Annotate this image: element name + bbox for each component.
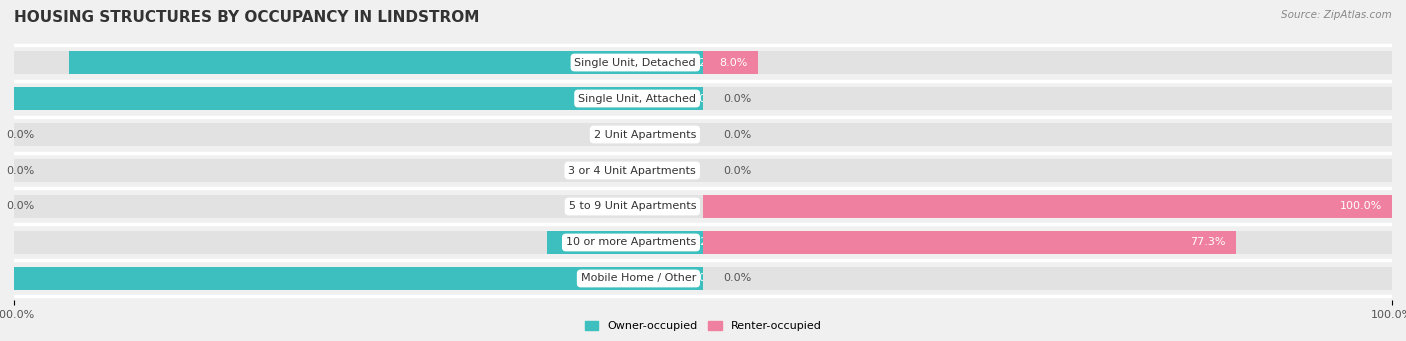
Text: 0.0%: 0.0%	[724, 130, 752, 139]
Text: 100.0%: 100.0%	[693, 93, 735, 104]
Legend: Owner-occupied, Renter-occupied: Owner-occupied, Renter-occupied	[581, 316, 825, 336]
Bar	[14, 87, 703, 110]
Bar	[69, 51, 703, 74]
Bar	[547, 231, 703, 254]
Bar	[703, 195, 1392, 218]
Bar	[703, 231, 1392, 254]
Bar	[14, 267, 703, 290]
Text: 5 to 9 Unit Apartments: 5 to 9 Unit Apartments	[568, 202, 696, 211]
Text: 0.0%: 0.0%	[7, 165, 35, 176]
Text: 77.3%: 77.3%	[1189, 237, 1225, 248]
Text: 8.0%: 8.0%	[720, 58, 748, 68]
Text: 0.0%: 0.0%	[724, 165, 752, 176]
Text: 92.0%: 92.0%	[693, 58, 728, 68]
Text: 0.0%: 0.0%	[7, 130, 35, 139]
Bar	[703, 195, 1392, 218]
Bar	[14, 159, 703, 182]
Bar	[14, 267, 703, 290]
Text: 100.0%: 100.0%	[1340, 202, 1382, 211]
Text: Single Unit, Attached: Single Unit, Attached	[578, 93, 696, 104]
Bar	[703, 159, 1392, 182]
Text: Mobile Home / Other: Mobile Home / Other	[581, 273, 696, 283]
Bar	[703, 123, 1392, 146]
Text: 100.0%: 100.0%	[693, 273, 735, 283]
Text: 2 Unit Apartments: 2 Unit Apartments	[593, 130, 696, 139]
Text: Source: ZipAtlas.com: Source: ZipAtlas.com	[1281, 10, 1392, 20]
Bar	[703, 267, 1392, 290]
Text: 0.0%: 0.0%	[7, 202, 35, 211]
Text: 10 or more Apartments: 10 or more Apartments	[565, 237, 696, 248]
Bar	[14, 123, 703, 146]
Text: HOUSING STRUCTURES BY OCCUPANCY IN LINDSTROM: HOUSING STRUCTURES BY OCCUPANCY IN LINDS…	[14, 10, 479, 25]
Text: 3 or 4 Unit Apartments: 3 or 4 Unit Apartments	[568, 165, 696, 176]
Text: 22.7%: 22.7%	[693, 237, 728, 248]
Text: 0.0%: 0.0%	[724, 273, 752, 283]
Text: 0.0%: 0.0%	[724, 93, 752, 104]
Bar	[703, 87, 1392, 110]
Bar	[14, 87, 703, 110]
Bar	[14, 195, 703, 218]
Text: Single Unit, Detached: Single Unit, Detached	[575, 58, 696, 68]
Bar	[14, 51, 703, 74]
Bar	[703, 231, 1236, 254]
Bar	[14, 231, 703, 254]
Bar	[703, 51, 758, 74]
Bar	[703, 51, 1392, 74]
